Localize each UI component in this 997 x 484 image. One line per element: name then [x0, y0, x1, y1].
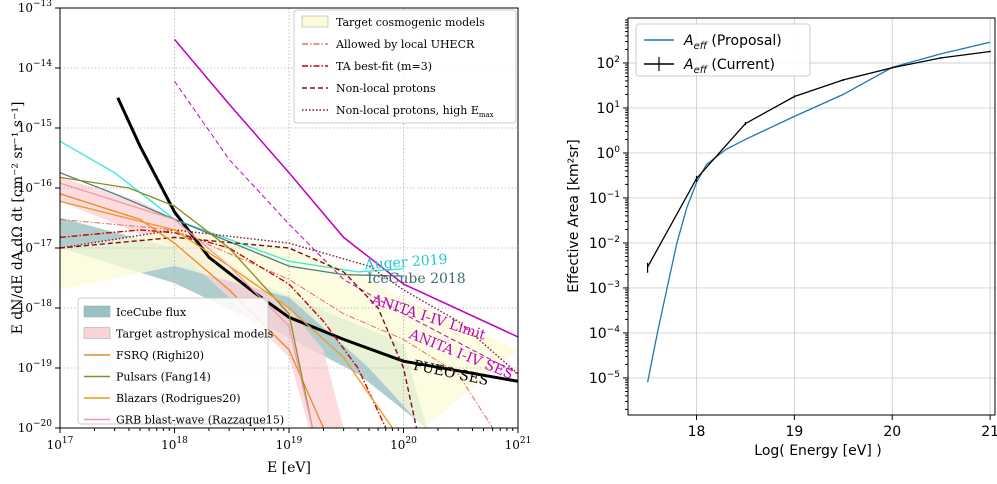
legend-label-target-cosmogenic-models: Target cosmogenic models	[336, 16, 485, 29]
series-ta-best-fit-m-3	[60, 229, 387, 428]
aeff-y-tick-label: 10−2	[589, 235, 620, 252]
legend-label-non-local-protons-high-e: Non-local protons, high Emax	[336, 104, 494, 119]
flux-legend-lower: IceCube flux Target astrophysical models F…	[77, 297, 284, 427]
aeff-x-ticks: 18 19 20 21	[688, 415, 997, 440]
legend-label-ta-best-fit-m-3: TA best-fit (m=3)	[336, 60, 432, 73]
flux-y-tick-label: 10−13	[18, 0, 53, 15]
flux-y-tick-label: 10−17	[18, 239, 53, 255]
flux-y-ticks: 10−13 10−14 10−15 10−16 10−17 10−18 10−19 10−20	[18, 0, 60, 435]
flux-y-tick-label: 10−20	[18, 419, 53, 435]
aeff-y-tick-label: 10−3	[589, 280, 620, 297]
legend-label-icecube-flux: IceCube flux	[116, 306, 187, 319]
legend-label-non-local-protons: Non-local protons	[336, 82, 436, 95]
aeff-legend-frame	[635, 23, 811, 77]
aeff-y-tick-label: 101	[596, 100, 620, 117]
legend-label-allowed-by-local-uhecr: Allowed by local UHECR	[335, 38, 475, 51]
legend-swatch-target-astrophysical-models	[83, 327, 111, 339]
legend-label-pulsars-fang14: Pulsars (Fang14)	[116, 371, 211, 384]
aeff-x-tick-label: 19	[785, 424, 803, 440]
legend-label-aeff-0: Aeff (Proposal)	[683, 33, 782, 52]
series-non-local-protons	[60, 236, 418, 428]
aeff-legend: Aeff (Proposal) Aeff (Current)	[635, 23, 811, 77]
flux-x-tick-label: 1018	[161, 436, 188, 452]
aeff-x-tick-label: 20	[883, 424, 901, 440]
aeff-y-tick-label: 10−4	[589, 325, 620, 342]
aeff-y-tick-label: 10−1	[589, 190, 620, 207]
series-anita-i-iv-limit	[173, 38, 518, 338]
flux-y-tick-label: 10−16	[18, 179, 53, 195]
series-blazars-rodrigues20	[60, 200, 393, 428]
aeff-plot-area	[628, 18, 995, 415]
flux-y-tick-label: 10−18	[18, 299, 53, 315]
flux-x-ticks: 1017 1018 1019 1020 1021	[47, 428, 532, 452]
flux-x-tick-label: 1017	[47, 436, 74, 452]
aeff-x-axis-label: Log( Energy [eV] )	[754, 443, 881, 459]
annotation-icecube-2018: IceCube 2018	[367, 271, 466, 287]
series-pueo-ses	[116, 97, 518, 383]
annotation-auger-2019: Auger 2019	[363, 252, 448, 274]
effective-area-chart: 18 19 20 21 102 101 100 10−1 10−2 10−3 10−4 10−5 L…	[566, 17, 997, 459]
series-aeff-current	[647, 50, 991, 268]
legend-label-target-astrophysical-models: Target astrophysical models	[116, 328, 274, 341]
flux-series	[60, 38, 518, 428]
flux-x-tick-label: 1020	[390, 436, 417, 452]
aeff-y-tick-label: 100	[596, 145, 620, 162]
aeff-series	[646, 41, 991, 383]
legend-label-aeff-1: Aeff (Current)	[683, 57, 775, 76]
legend-label-fsrq-righi20: FSRQ (Righi20)	[116, 349, 204, 362]
aeff-y-tick-label: 102	[596, 55, 620, 72]
flux-y-axis-label: E dN/dE dA dΩ dt [cm⁻² sr⁻¹ s⁻¹]	[10, 102, 26, 335]
flux-x-axis-label: E [eV]	[267, 460, 311, 476]
legend-label-grb-blast-wave-razzaque15: GRB blast-wave (Razzaque15)	[116, 414, 284, 427]
flux-legend-upper: Target cosmogenic models Allowed by local…	[293, 9, 517, 124]
series-fsrq-righi20	[60, 193, 325, 428]
flux-legend-lower-frame	[77, 297, 269, 425]
band-target-cosmogenic-models	[60, 229, 518, 428]
legend-swatch-target-cosmogenic-models	[301, 15, 329, 28]
aeff-grid	[628, 18, 995, 415]
aeff-y-ticks: 102 101 100 10−1 10−2 10−3 10−4 10−5	[589, 19, 628, 410]
series-grb-blast-wave-razzaque15	[60, 182, 314, 428]
legend-label-blazars-rodrigues20: Blazars (Rodrigues20)	[116, 392, 241, 405]
aeff-y-axis-label: Effective Area [km²sr]	[566, 139, 582, 293]
series-auger-2019	[60, 140, 404, 273]
aeff-plot-frame	[627, 17, 996, 416]
flux-y-tick-label: 10−14	[18, 59, 53, 75]
flux-x-tick-label: 1019	[276, 436, 303, 452]
flux-y-tick-label: 10−15	[18, 119, 53, 135]
series-pulsars-fang14	[60, 176, 314, 428]
flux-x-tick-label: 1021	[505, 436, 532, 452]
flux-legend-upper-frame	[293, 9, 517, 124]
legend-swatch-icecube-flux	[83, 305, 111, 318]
aeff-x-tick-label: 18	[688, 424, 706, 440]
aeff-y-tick-label: 10−5	[589, 370, 620, 387]
aeff-x-tick-label: 21	[981, 424, 997, 440]
series-allowed-by-local-uhecr	[60, 218, 494, 428]
flux-chart: 1017 1018 1019 1020 1021 10−1310−1410−1510−1…	[10, 0, 531, 476]
flux-y-tick-label: 10−19	[18, 359, 53, 375]
